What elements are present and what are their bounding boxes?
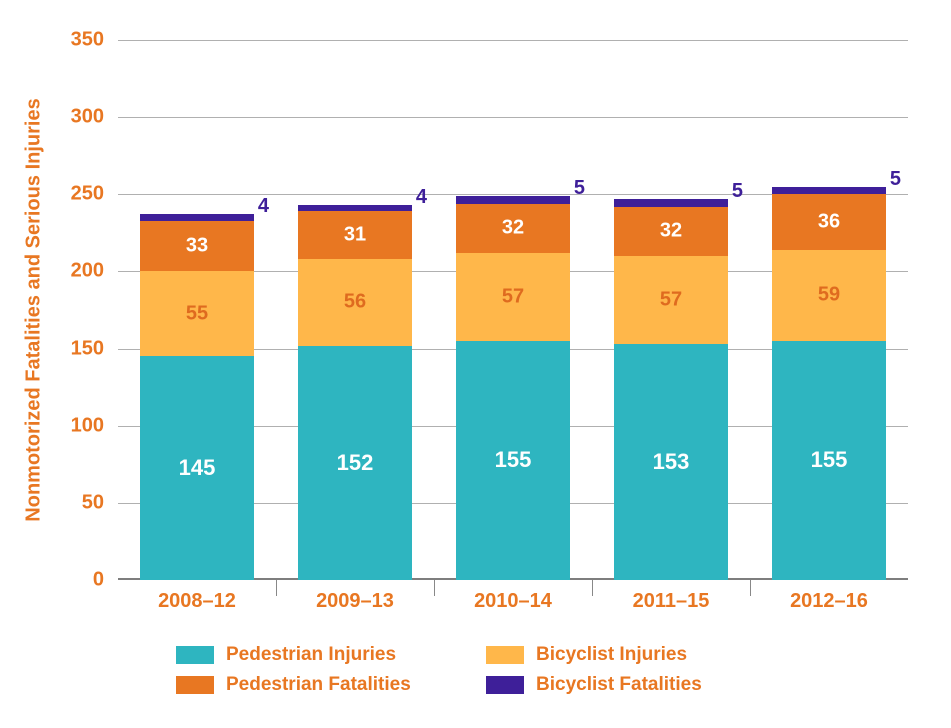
- legend-label: Bicyclist Fatalities: [536, 674, 702, 696]
- bar-segment-pedestrian_fatalities: 32: [614, 207, 728, 256]
- y-tick-label: 350: [71, 29, 118, 52]
- bar-value-label: 31: [344, 224, 366, 247]
- bar-value-label: 155: [495, 447, 532, 473]
- bar-segment-pedestrian_fatalities: 36: [772, 194, 886, 250]
- legend-label: Bicyclist Injuries: [536, 644, 687, 666]
- y-axis-title: Nonmotorized Fatalities and Serious Inju…: [23, 98, 46, 521]
- plot-area: 0501001502002503003502008–12145553342009…: [118, 40, 908, 580]
- bar-segment-bicyclist_injuries: 57: [456, 253, 570, 341]
- legend-item-pedestrian_injuries: Pedestrian Injuries: [176, 640, 486, 670]
- bar-segment-pedestrian_fatalities: 31: [298, 211, 412, 259]
- legend: Pedestrian Injuries Bicyclist Injuries Ped…: [176, 640, 816, 700]
- x-separator: [592, 580, 593, 596]
- bar-value-label: 4: [254, 195, 269, 218]
- bar-value-label: 152: [337, 450, 374, 476]
- y-tick-label: 100: [71, 414, 118, 437]
- bar-segment-pedestrian_injuries: 153: [614, 344, 728, 580]
- bar-segment-bicyclist_fatalities: 5: [614, 199, 728, 207]
- x-separator: [750, 580, 751, 596]
- legend-swatch: [486, 646, 524, 664]
- y-tick-label: 200: [71, 260, 118, 283]
- bar-segment-pedestrian_injuries: 152: [298, 346, 412, 581]
- bar-value-label: 5: [886, 168, 901, 191]
- bar-value-label: 153: [653, 449, 690, 475]
- legend-item-bicyclist_fatalities: Bicyclist Fatalities: [486, 670, 796, 700]
- y-tick-label: 150: [71, 337, 118, 360]
- bar-value-label: 32: [502, 217, 524, 240]
- bar-segment-pedestrian_fatalities: 32: [456, 204, 570, 253]
- x-tick-label: 2010–14: [474, 580, 552, 613]
- x-tick-label: 2009–13: [316, 580, 394, 613]
- y-tick-label: 250: [71, 183, 118, 206]
- bar-segment-pedestrian_fatalities: 33: [140, 221, 254, 272]
- bar-segment-bicyclist_fatalities: 5: [772, 187, 886, 195]
- gridline: [118, 117, 908, 118]
- legend-label: Pedestrian Fatalities: [226, 674, 411, 696]
- bar-value-label: 57: [502, 285, 524, 308]
- legend-item-pedestrian_fatalities: Pedestrian Fatalities: [176, 670, 486, 700]
- bar-value-label: 59: [818, 284, 840, 307]
- y-tick-label: 50: [82, 491, 118, 514]
- bar-segment-pedestrian_injuries: 155: [456, 341, 570, 580]
- bar-value-label: 4: [412, 186, 427, 209]
- x-tick-label: 2012–16: [790, 580, 868, 613]
- bar-value-label: 57: [660, 288, 682, 311]
- gridline: [118, 40, 908, 41]
- legend-label: Pedestrian Injuries: [226, 644, 396, 666]
- x-separator: [276, 580, 277, 596]
- bar-value-label: 5: [728, 180, 743, 203]
- legend-item-bicyclist_injuries: Bicyclist Injuries: [486, 640, 796, 670]
- x-separator: [434, 580, 435, 596]
- x-tick-label: 2011–15: [633, 580, 710, 613]
- bar-value-label: 55: [186, 302, 208, 325]
- bar-value-label: 36: [818, 211, 840, 234]
- bar-value-label: 32: [660, 220, 682, 243]
- y-tick-label: 0: [93, 569, 118, 592]
- bar-segment-pedestrian_injuries: 145: [140, 356, 254, 580]
- bar-segment-pedestrian_injuries: 155: [772, 341, 886, 580]
- y-tick-label: 300: [71, 106, 118, 129]
- bar-segment-bicyclist_injuries: 57: [614, 256, 728, 344]
- bar-value-label: 145: [179, 455, 216, 481]
- chart-container: Nonmotorized Fatalities and Serious Inju…: [0, 0, 951, 728]
- bar-segment-bicyclist_injuries: 55: [140, 271, 254, 356]
- legend-swatch: [176, 676, 214, 694]
- bar-segment-bicyclist_fatalities: 4: [298, 205, 412, 211]
- bar-value-label: 155: [811, 447, 848, 473]
- bar-segment-bicyclist_injuries: 56: [298, 259, 412, 345]
- x-tick-label: 2008–12: [158, 580, 236, 613]
- bar-segment-bicyclist_fatalities: 5: [456, 196, 570, 204]
- legend-swatch: [486, 676, 524, 694]
- bar-value-label: 5: [570, 177, 585, 200]
- bar-segment-bicyclist_fatalities: 4: [140, 214, 254, 220]
- bar-segment-bicyclist_injuries: 59: [772, 250, 886, 341]
- legend-swatch: [176, 646, 214, 664]
- bar-value-label: 33: [186, 234, 208, 257]
- bar-value-label: 56: [344, 291, 366, 314]
